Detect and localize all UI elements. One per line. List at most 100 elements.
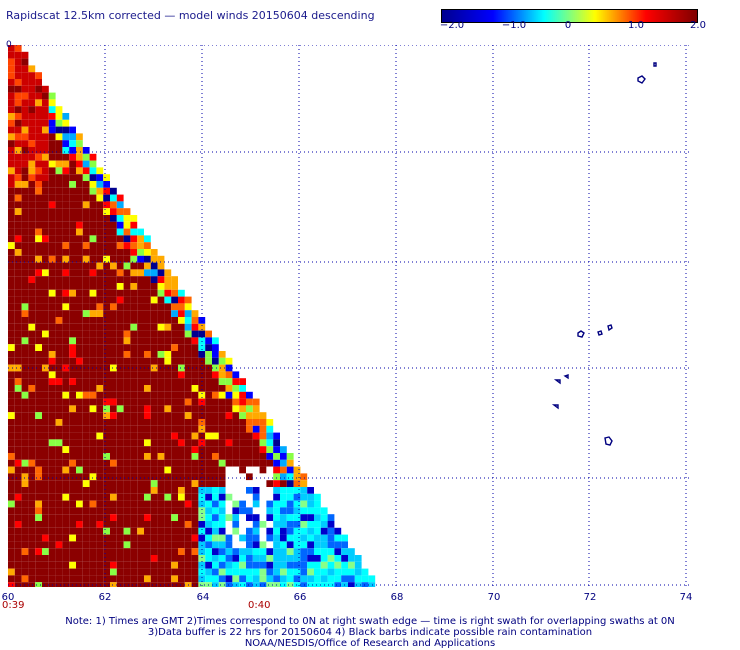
wind-cell <box>28 262 36 270</box>
wind-cell <box>103 255 110 263</box>
wind-cell <box>35 446 42 453</box>
wind-cell <box>212 405 219 413</box>
wind-cell <box>184 323 192 331</box>
wind-cell <box>205 473 212 481</box>
wind-cell <box>69 405 76 413</box>
wind-cell <box>144 480 151 487</box>
wind-cell <box>62 371 70 379</box>
wind-cell <box>48 561 56 569</box>
wind-cell <box>273 514 280 521</box>
wind-cell <box>137 473 144 481</box>
wind-cell <box>178 453 185 460</box>
wind-cell <box>205 493 212 501</box>
wind-cell <box>259 446 267 453</box>
wind-cell <box>55 323 63 331</box>
wind-cell <box>123 398 131 406</box>
wind-cell <box>232 398 240 406</box>
wind-cell <box>116 357 124 365</box>
wind-cell <box>28 140 36 147</box>
wind-cell <box>82 249 90 256</box>
wind-cell <box>14 344 22 351</box>
wind-cell <box>82 582 90 587</box>
wind-cell <box>123 357 131 365</box>
wind-cell <box>116 303 124 311</box>
wind-cell <box>116 507 124 515</box>
wind-cell <box>286 514 294 521</box>
wind-cell <box>8 119 15 127</box>
wind-cell <box>116 405 124 413</box>
wind-cell <box>218 575 226 583</box>
wind-cell <box>116 487 124 494</box>
wind-cell <box>184 534 192 542</box>
wind-cell <box>28 398 36 406</box>
wind-cell <box>239 459 246 467</box>
wind-cell <box>327 514 335 521</box>
wind-cell <box>42 113 49 120</box>
wind-cell <box>89 480 97 487</box>
wind-cell <box>137 255 144 263</box>
wind-cell <box>116 249 124 256</box>
wind-cell <box>314 568 321 576</box>
wind-cell <box>314 561 321 569</box>
wind-cell <box>62 487 70 494</box>
wind-cell <box>35 283 42 290</box>
wind-cell <box>178 561 185 569</box>
wind-cell <box>198 432 206 440</box>
wind-cell <box>205 514 212 521</box>
wind-cell <box>157 453 165 460</box>
wind-cell <box>239 527 246 535</box>
wind-cell <box>35 201 42 209</box>
wind-cell <box>89 228 97 236</box>
wind-cell <box>150 330 158 338</box>
wind-cell <box>266 521 274 528</box>
wind-cell <box>307 527 314 535</box>
wind-cell <box>28 521 36 528</box>
wind-cell <box>137 575 144 583</box>
wind-cell <box>116 555 124 562</box>
wind-cell <box>225 514 233 521</box>
wind-cell <box>184 419 192 426</box>
wind-cell <box>103 249 110 256</box>
wind-cell <box>123 534 131 542</box>
wind-cell <box>21 317 29 324</box>
wind-cell <box>239 521 246 528</box>
wind-cell <box>14 330 22 338</box>
wind-cell <box>103 473 110 481</box>
wind-cell <box>164 487 172 494</box>
wind-cell <box>110 371 117 379</box>
wind-cell <box>144 357 151 365</box>
wind-cell <box>150 378 158 385</box>
wind-cell <box>8 160 15 168</box>
wind-cell <box>48 344 56 351</box>
wind-cell <box>130 242 138 249</box>
wind-cell <box>69 425 76 433</box>
wind-cell <box>62 255 70 263</box>
wind-cell <box>8 242 15 249</box>
wind-cell <box>123 541 131 549</box>
wind-cell <box>48 323 56 331</box>
wind-cell <box>110 194 117 202</box>
wind-cell <box>184 555 192 562</box>
wind-cell <box>164 323 172 331</box>
wind-cell <box>103 269 110 277</box>
wind-cell <box>76 221 83 229</box>
wind-cell <box>205 500 212 508</box>
wind-cell <box>48 534 56 542</box>
wind-cell <box>178 466 185 474</box>
wind-cell <box>14 487 22 494</box>
wind-cell <box>252 500 260 508</box>
wind-cell <box>62 133 70 141</box>
wind-cell <box>171 405 178 413</box>
wind-cell <box>42 357 49 365</box>
wind-cell <box>273 459 280 467</box>
wind-cell <box>28 534 36 542</box>
wind-cell <box>191 344 199 351</box>
wind-cell <box>14 303 22 311</box>
wind-cell <box>246 487 253 494</box>
wind-cell <box>225 487 233 494</box>
wind-cell <box>239 391 246 399</box>
wind-cell <box>191 378 199 385</box>
wind-cell <box>348 582 355 587</box>
wind-cell <box>76 153 83 161</box>
wind-cell <box>239 568 246 576</box>
